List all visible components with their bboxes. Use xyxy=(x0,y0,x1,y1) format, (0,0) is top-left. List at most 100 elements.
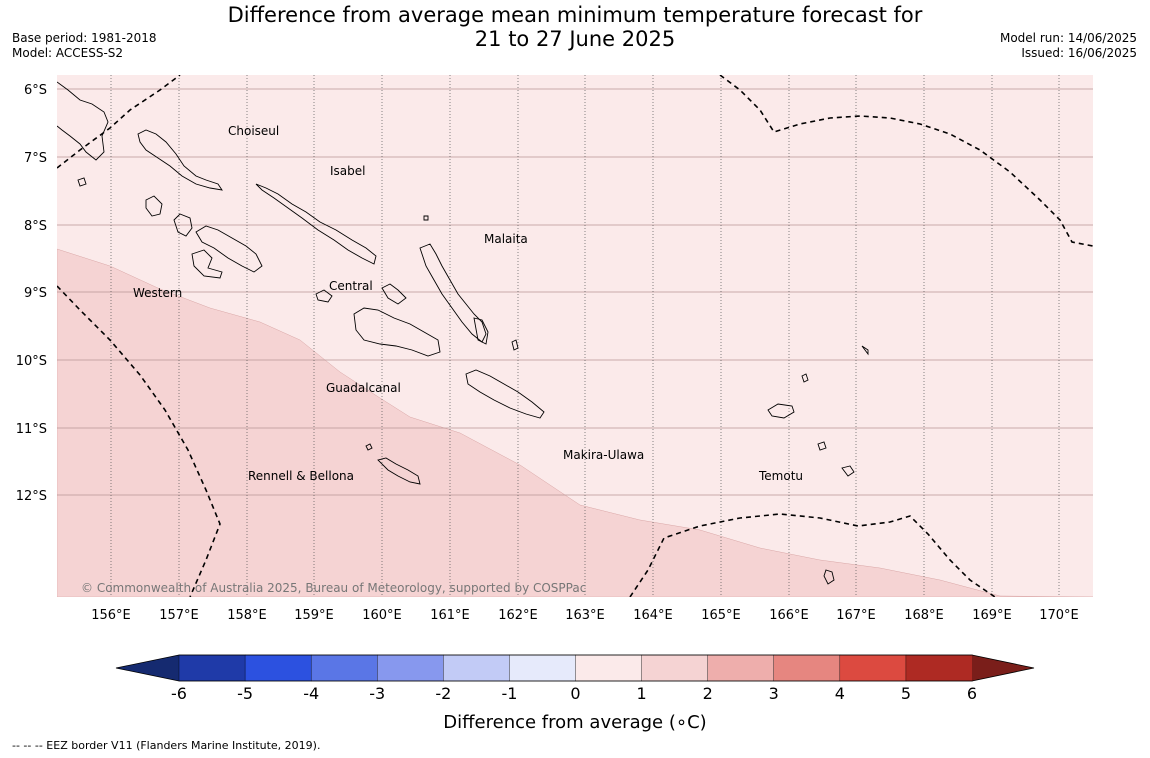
eez-south xyxy=(629,513,996,597)
lon-label: 163°E xyxy=(565,608,605,623)
colorbar-cell xyxy=(773,654,841,682)
colorbar-tick-label: 0 xyxy=(570,684,580,703)
model-name: Model: ACCESS-S2 xyxy=(12,46,124,60)
colorbar-cell xyxy=(839,654,907,682)
colorbar-cell xyxy=(641,654,709,682)
colorbar-tick-label: 4 xyxy=(835,684,845,703)
lon-label: 160°E xyxy=(362,608,402,623)
island-choiseul xyxy=(137,129,223,191)
colorbar-tick-label: -1 xyxy=(501,684,517,703)
issued-date: Issued: 16/06/2025 xyxy=(1021,46,1137,60)
longitude-labels: 156°E 157°E 158°E 159°E 160°E 161°E 162°… xyxy=(91,608,1079,623)
coastlines xyxy=(57,81,869,585)
colorbar-cell xyxy=(443,654,511,682)
label-temotu: Temotu xyxy=(758,469,803,483)
colorbar-label: Difference from average (∘C) xyxy=(443,712,706,733)
label-isabel: Isabel xyxy=(330,164,365,178)
colorbar-high-extend xyxy=(972,655,1034,681)
colorbar: -6 -5 -4 -3 -2 -1 0 1 2 3 4 5 6 Difference from aver… xyxy=(115,654,1035,733)
island-small-4 xyxy=(801,373,809,383)
lon-label: 161°E xyxy=(430,608,470,623)
longitude-gridlines xyxy=(110,75,1060,597)
label-central: Central xyxy=(329,279,373,293)
lon-label: 169°E xyxy=(972,608,1012,623)
island-small-6 xyxy=(423,215,429,221)
label-western: Western xyxy=(133,286,182,300)
island-santa-cruz xyxy=(767,403,795,419)
colorbar-tick-label: 6 xyxy=(967,684,977,703)
meta-left: Base period: 1981-2018 Model: ACCESS-S2 xyxy=(12,31,157,61)
lon-label: 170°E xyxy=(1039,608,1079,623)
colorbar-cell xyxy=(178,654,246,682)
lon-label: 166°E xyxy=(769,608,809,623)
colorbar-tick-label: -3 xyxy=(369,684,385,703)
island-malaita xyxy=(419,243,487,343)
meta-right: Model run: 14/06/2025 Issued: 16/06/2025 xyxy=(1000,31,1137,61)
colorbar-outline xyxy=(115,654,1035,682)
label-makira-ulawa: Makira-Ulawa xyxy=(563,448,644,462)
lon-label: 167°E xyxy=(836,608,876,623)
colorbar-cells xyxy=(178,654,973,682)
island-small-2 xyxy=(365,443,373,451)
anomaly-region-1-to-2 xyxy=(57,248,1093,597)
island-small-malaita xyxy=(473,317,489,345)
latitude-gridlines xyxy=(57,88,1093,496)
colorbar-tick-label: 3 xyxy=(769,684,779,703)
latitude-labels: 6°S 7°S 8°S 9°S 10°S 11°S 12°S xyxy=(16,83,47,504)
label-malaita: Malaita xyxy=(484,232,528,246)
colorbar-low-extend xyxy=(116,655,179,681)
title-line-1: Difference from average mean minimum tem… xyxy=(227,3,923,27)
island-new-georgia xyxy=(173,213,263,273)
island-vella-lavella xyxy=(145,195,163,217)
lon-label: 164°E xyxy=(633,608,673,623)
island-small-3 xyxy=(823,569,835,585)
colorbar-cell xyxy=(905,654,973,682)
lon-label: 165°E xyxy=(701,608,741,623)
colorbar-cell xyxy=(244,654,312,682)
colorbar-cell xyxy=(575,654,643,682)
colorbar-cell xyxy=(707,654,775,682)
colorbar-cell xyxy=(509,654,577,682)
lon-label: 157°E xyxy=(159,608,199,623)
province-labels: Choiseul Isabel Malaita Western Central … xyxy=(133,124,803,483)
label-guadalcanal: Guadalcanal xyxy=(326,381,401,395)
lon-label: 162°E xyxy=(498,608,538,623)
island-vanikoro xyxy=(841,465,855,477)
eez-borders xyxy=(57,75,1093,597)
island-isabel xyxy=(255,183,377,265)
island-florida xyxy=(315,283,407,305)
lat-label: 10°S xyxy=(16,354,47,369)
colorbar-tick-label: 5 xyxy=(901,684,911,703)
colorbar-tick-label: -2 xyxy=(435,684,451,703)
title-line-2: 21 to 27 June 2025 xyxy=(474,27,676,51)
lat-label: 8°S xyxy=(24,219,47,234)
colorbar-cell xyxy=(377,654,445,682)
island-makira xyxy=(465,369,545,419)
lon-label: 158°E xyxy=(227,608,267,623)
eez-east-top xyxy=(719,75,1093,247)
lon-label: 156°E xyxy=(91,608,131,623)
lon-label: 159°E xyxy=(294,608,334,623)
map-title: Difference from average mean minimum tem… xyxy=(0,3,1150,51)
colorbar-cell xyxy=(310,654,378,682)
eez-west-lower xyxy=(57,285,221,597)
island-small-1 xyxy=(77,177,87,187)
colorbar-tick-label: 1 xyxy=(636,684,646,703)
colorbar-tick-label: -6 xyxy=(171,684,187,703)
island-bougainville xyxy=(57,81,109,161)
colorbar-tick-label: -5 xyxy=(237,684,253,703)
lat-label: 6°S xyxy=(24,83,47,98)
island-guadalcanal xyxy=(353,307,441,357)
model-run: Model run: 14/06/2025 xyxy=(999,31,1137,45)
island-kolombangara xyxy=(191,249,223,279)
label-choiseul: Choiseul xyxy=(228,124,279,138)
colorbar-tick-labels: -6 -5 -4 -3 -2 -1 0 1 2 3 4 5 6 xyxy=(171,684,977,703)
base-period: Base period: 1981-2018 xyxy=(12,31,157,45)
island-small-5 xyxy=(861,345,869,356)
label-rennell-bellona: Rennell & Bellona xyxy=(248,469,354,483)
lat-label: 11°S xyxy=(16,422,47,437)
lat-label: 12°S xyxy=(16,489,47,504)
eez-footnote: -- -- -- EEZ border V11 (Flanders Marine… xyxy=(12,739,321,752)
island-utupua xyxy=(817,441,827,451)
